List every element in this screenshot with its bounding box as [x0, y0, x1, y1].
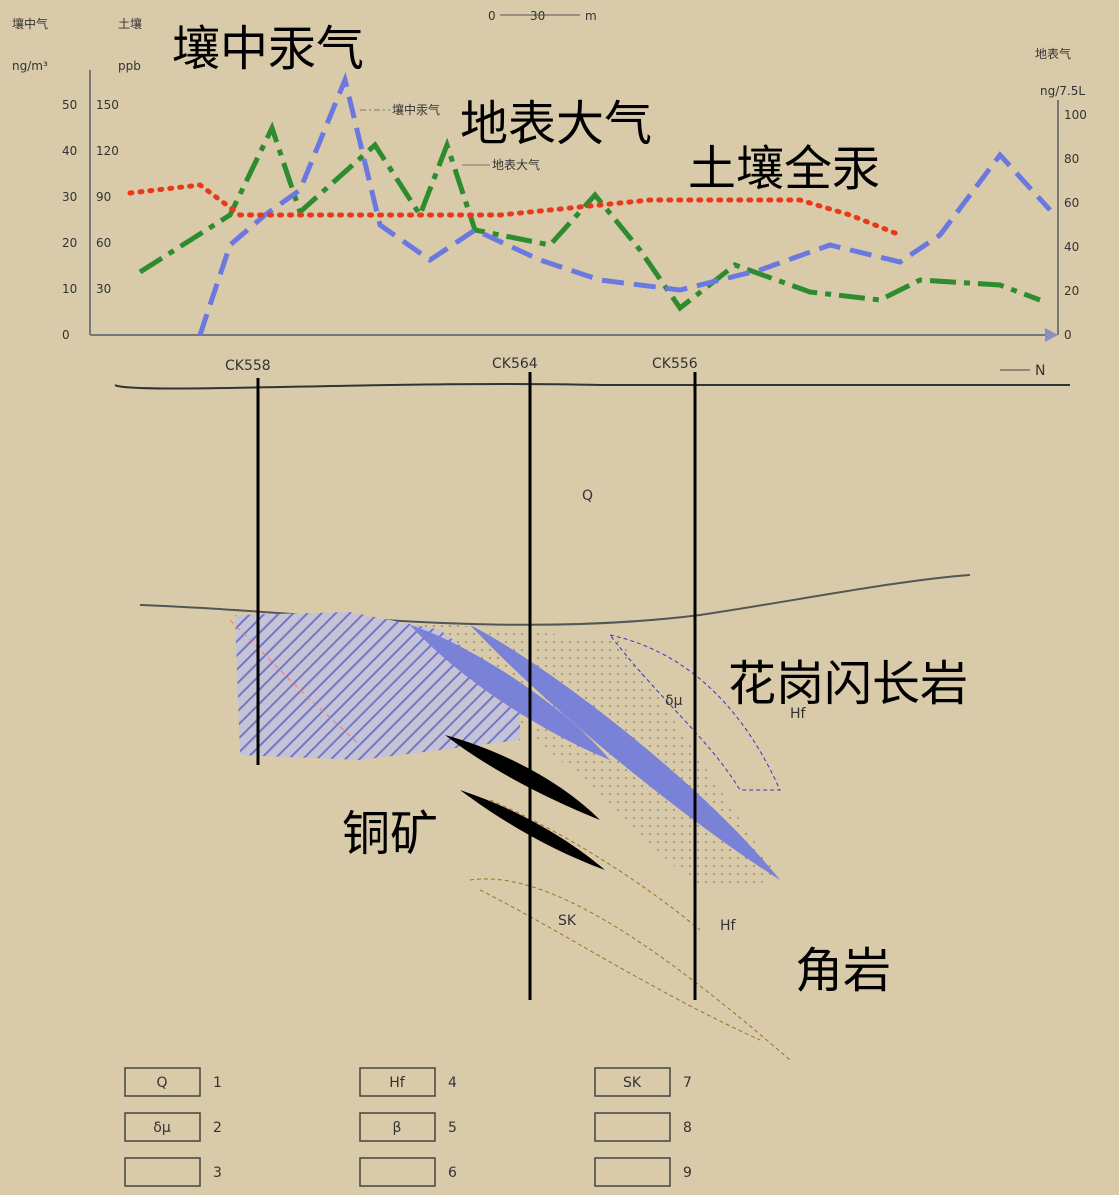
skarn-outline	[489, 799, 701, 931]
copper-lens	[460, 790, 605, 870]
mid-tick-label: 30	[96, 282, 111, 296]
legend-box	[124, 1157, 201, 1187]
legend-number: 9	[683, 1165, 692, 1181]
legend-box	[594, 1157, 671, 1187]
borehole-label: CK556	[652, 356, 698, 372]
label-granodiorite: 花岗闪长岩	[728, 656, 968, 712]
legend-number: 1	[213, 1075, 222, 1091]
legend-box	[124, 1112, 201, 1142]
chart-axes	[89, 70, 1059, 336]
legend-box	[594, 1067, 671, 1097]
north-label: N	[1035, 363, 1045, 379]
ground-surface	[114, 382, 1070, 390]
unit-label: δμ	[665, 693, 683, 709]
legend-box	[359, 1112, 436, 1142]
left-tick-label: 40	[62, 144, 77, 158]
right-tick-label: 80	[1064, 152, 1079, 166]
soil-gas-curve	[138, 121, 1041, 312]
right-title: 地表气	[1035, 46, 1071, 61]
left-tick-label: 0	[62, 328, 70, 342]
legend-symbol: δμ	[153, 1120, 171, 1136]
legend-symbol: Q	[156, 1075, 167, 1091]
borehole-label: CK564	[492, 356, 538, 372]
legend-box	[124, 1067, 201, 1097]
legend-symbol: SK	[623, 1075, 642, 1091]
unit-label: Hf	[790, 706, 807, 722]
label-hornfels: 角岩	[795, 943, 891, 999]
label-atmosphere: 地表大气	[460, 96, 652, 152]
mid-unit: ppb	[118, 59, 141, 73]
scale-unit: m	[585, 9, 597, 23]
borehole-label: CK558	[225, 358, 271, 374]
legend-item: 地表大气	[492, 157, 540, 172]
label-soil-gas: 壤中汞气	[172, 21, 364, 77]
label-soil-mercury: 土壤全汞	[688, 141, 880, 197]
right-tick-label: 20	[1064, 284, 1079, 298]
unit-label: Hf	[720, 918, 737, 934]
legend-symbol: β	[393, 1120, 402, 1136]
left-title: 壤中气	[12, 16, 48, 31]
unit-label: SK	[558, 913, 577, 929]
mid-tick-label: 90	[96, 190, 111, 204]
legend-box	[359, 1067, 436, 1097]
mid-tick-label: 60	[96, 236, 111, 250]
legend-box	[359, 1157, 436, 1187]
unit-label: Q	[582, 488, 593, 504]
right-tick-label: 60	[1064, 196, 1079, 210]
right-unit: ng/7.5L	[1040, 84, 1085, 98]
right-tick-label: 100	[1064, 108, 1087, 122]
legend-symbol: Hf	[389, 1075, 406, 1091]
legend-number: 7	[683, 1075, 692, 1091]
dike-outline	[608, 634, 781, 791]
lens	[410, 625, 610, 760]
skarn-outline	[469, 878, 791, 1061]
legend-number: 3	[213, 1165, 222, 1181]
contact-line	[139, 574, 971, 626]
legend-number: 4	[448, 1075, 457, 1091]
mid-tick-label: 120	[96, 144, 119, 158]
atmosphere-curve	[197, 71, 1052, 336]
left-tick-label: 10	[62, 282, 77, 296]
left-unit: ng/m³	[12, 59, 48, 73]
axis-arrow	[1045, 328, 1058, 342]
mid-tick-label: 150	[96, 98, 119, 112]
legend-item: 壤中汞气	[392, 102, 440, 117]
legend-box	[594, 1112, 671, 1142]
right-tick-label: 0	[1064, 328, 1072, 342]
copper-lens	[445, 735, 600, 820]
left-tick-label: 50	[62, 98, 77, 112]
label-copper: 铜矿	[342, 806, 438, 862]
mid-title: 土壤	[118, 16, 142, 31]
legend-number: 8	[683, 1120, 692, 1136]
legend-number: 6	[448, 1165, 457, 1181]
left-tick-label: 30	[62, 190, 77, 204]
lens	[470, 625, 780, 880]
right-tick-label: 40	[1064, 240, 1079, 254]
scale-30: 30	[530, 9, 545, 23]
boundary	[229, 619, 361, 746]
legend-number: 5	[448, 1120, 457, 1136]
scale-0: 0	[488, 9, 496, 23]
legend-number: 2	[213, 1120, 222, 1136]
left-tick-label: 20	[62, 236, 77, 250]
